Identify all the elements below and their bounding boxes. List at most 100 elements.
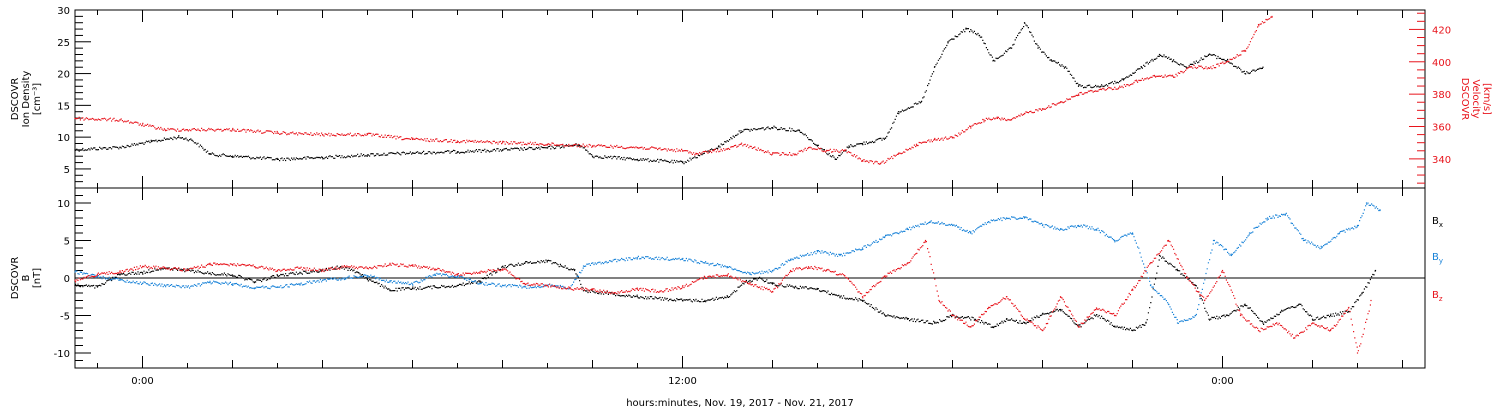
data-point: [816, 288, 819, 290]
data-point: [1361, 292, 1363, 294]
data-point: [276, 269, 279, 272]
data-point: [366, 275, 369, 277]
data-point: [1320, 247, 1323, 249]
data-point: [614, 292, 616, 294]
data-point: [1131, 288, 1134, 290]
data-point: [681, 299, 684, 302]
data-point: [321, 156, 324, 159]
data-point: [209, 263, 211, 266]
data-point: [1176, 322, 1179, 324]
data-point: [951, 137, 954, 139]
data-point: [339, 266, 342, 268]
y-tick-label: 5: [64, 237, 70, 248]
data-point: [884, 236, 886, 238]
data-point: [74, 149, 76, 151]
data-point: [1365, 202, 1368, 204]
data-point: [1194, 284, 1197, 287]
y-axis-label-line: DSCOVR: [10, 78, 21, 121]
data-point: [591, 155, 594, 157]
data-point: [1356, 352, 1359, 354]
data-point: [479, 280, 481, 282]
y-tick-label: 15: [57, 101, 70, 112]
y-tick-label: 10: [57, 133, 70, 144]
data-point: [749, 273, 751, 275]
right-y-axis-label-line: [km/s]: [1481, 83, 1492, 115]
right-y-tick-label: 380: [1432, 90, 1451, 101]
data-point: [501, 284, 504, 287]
data-point: [920, 101, 922, 103]
y-tick-label: 0: [64, 274, 70, 285]
data-point: [231, 274, 234, 276]
data-point: [1149, 284, 1152, 287]
panel-magnetic-field: -10 -5 0 5 10 DSCOVR B [nT] Bx By Bz: [10, 187, 1443, 369]
data-point: [861, 247, 864, 249]
x-tick-label: 12:00: [668, 376, 697, 387]
data-point: [771, 127, 774, 129]
data-point: [713, 150, 715, 152]
data-point: [546, 284, 549, 287]
data-point: [695, 153, 697, 155]
data-point: [96, 273, 99, 275]
data-point: [1329, 329, 1332, 332]
data-point: [771, 290, 774, 293]
legend-entry-Bz: Bz: [1432, 290, 1443, 303]
data-point: [906, 262, 909, 264]
data-point: [276, 132, 279, 134]
data-point: [987, 221, 990, 223]
data-point: [389, 289, 391, 291]
data-point: [771, 283, 774, 285]
data-point: [231, 155, 234, 157]
data-point: [231, 263, 234, 266]
data-point: [573, 269, 576, 272]
y-tick-label: 25: [57, 38, 70, 49]
data-point: [794, 286, 796, 288]
data-point: [1208, 318, 1210, 320]
data-point: [546, 260, 549, 262]
data-point: [839, 296, 841, 298]
data-point: [933, 66, 936, 68]
series-by: [74, 202, 1381, 324]
data-point: [681, 286, 684, 288]
data-point: [411, 138, 414, 141]
data-point: [605, 260, 607, 263]
data-point: [704, 299, 706, 302]
data-point: [1244, 72, 1246, 75]
data-point: [119, 279, 121, 281]
data-point: [1005, 217, 1008, 219]
data-point: [1167, 239, 1170, 242]
data-point: [1176, 269, 1179, 272]
series-ion-density: [74, 22, 1264, 165]
right-y-tick-label: 360: [1432, 123, 1451, 134]
data-point: [1023, 22, 1026, 24]
data-point: [933, 138, 936, 141]
data-point: [501, 266, 504, 268]
y-tick-label: 20: [57, 70, 70, 81]
data-point: [434, 268, 436, 270]
data-point: [299, 272, 301, 274]
data-point: [717, 146, 720, 148]
data-point: [1037, 47, 1039, 49]
data-point: [74, 271, 76, 273]
data-point: [884, 314, 886, 317]
data-point: [389, 263, 391, 266]
data-point: [1185, 66, 1188, 68]
data-point: [209, 272, 211, 275]
data-point: [978, 34, 981, 37]
data-point: [636, 146, 639, 149]
data-point: [1379, 209, 1381, 212]
series-trace: [75, 202, 1381, 324]
data-point: [1190, 66, 1192, 68]
data-point: [1113, 314, 1116, 317]
data-point: [861, 296, 864, 298]
data-point: [1221, 269, 1224, 272]
data-point: [141, 272, 144, 274]
data-point: [1023, 217, 1026, 219]
data-point: [789, 269, 792, 272]
data-point: [843, 150, 846, 152]
data-point: [983, 119, 985, 121]
data-point: [1010, 47, 1012, 49]
data-point: [164, 284, 166, 287]
data-point: [798, 130, 801, 132]
data-point: [1077, 85, 1080, 87]
data-point: [1158, 254, 1161, 257]
